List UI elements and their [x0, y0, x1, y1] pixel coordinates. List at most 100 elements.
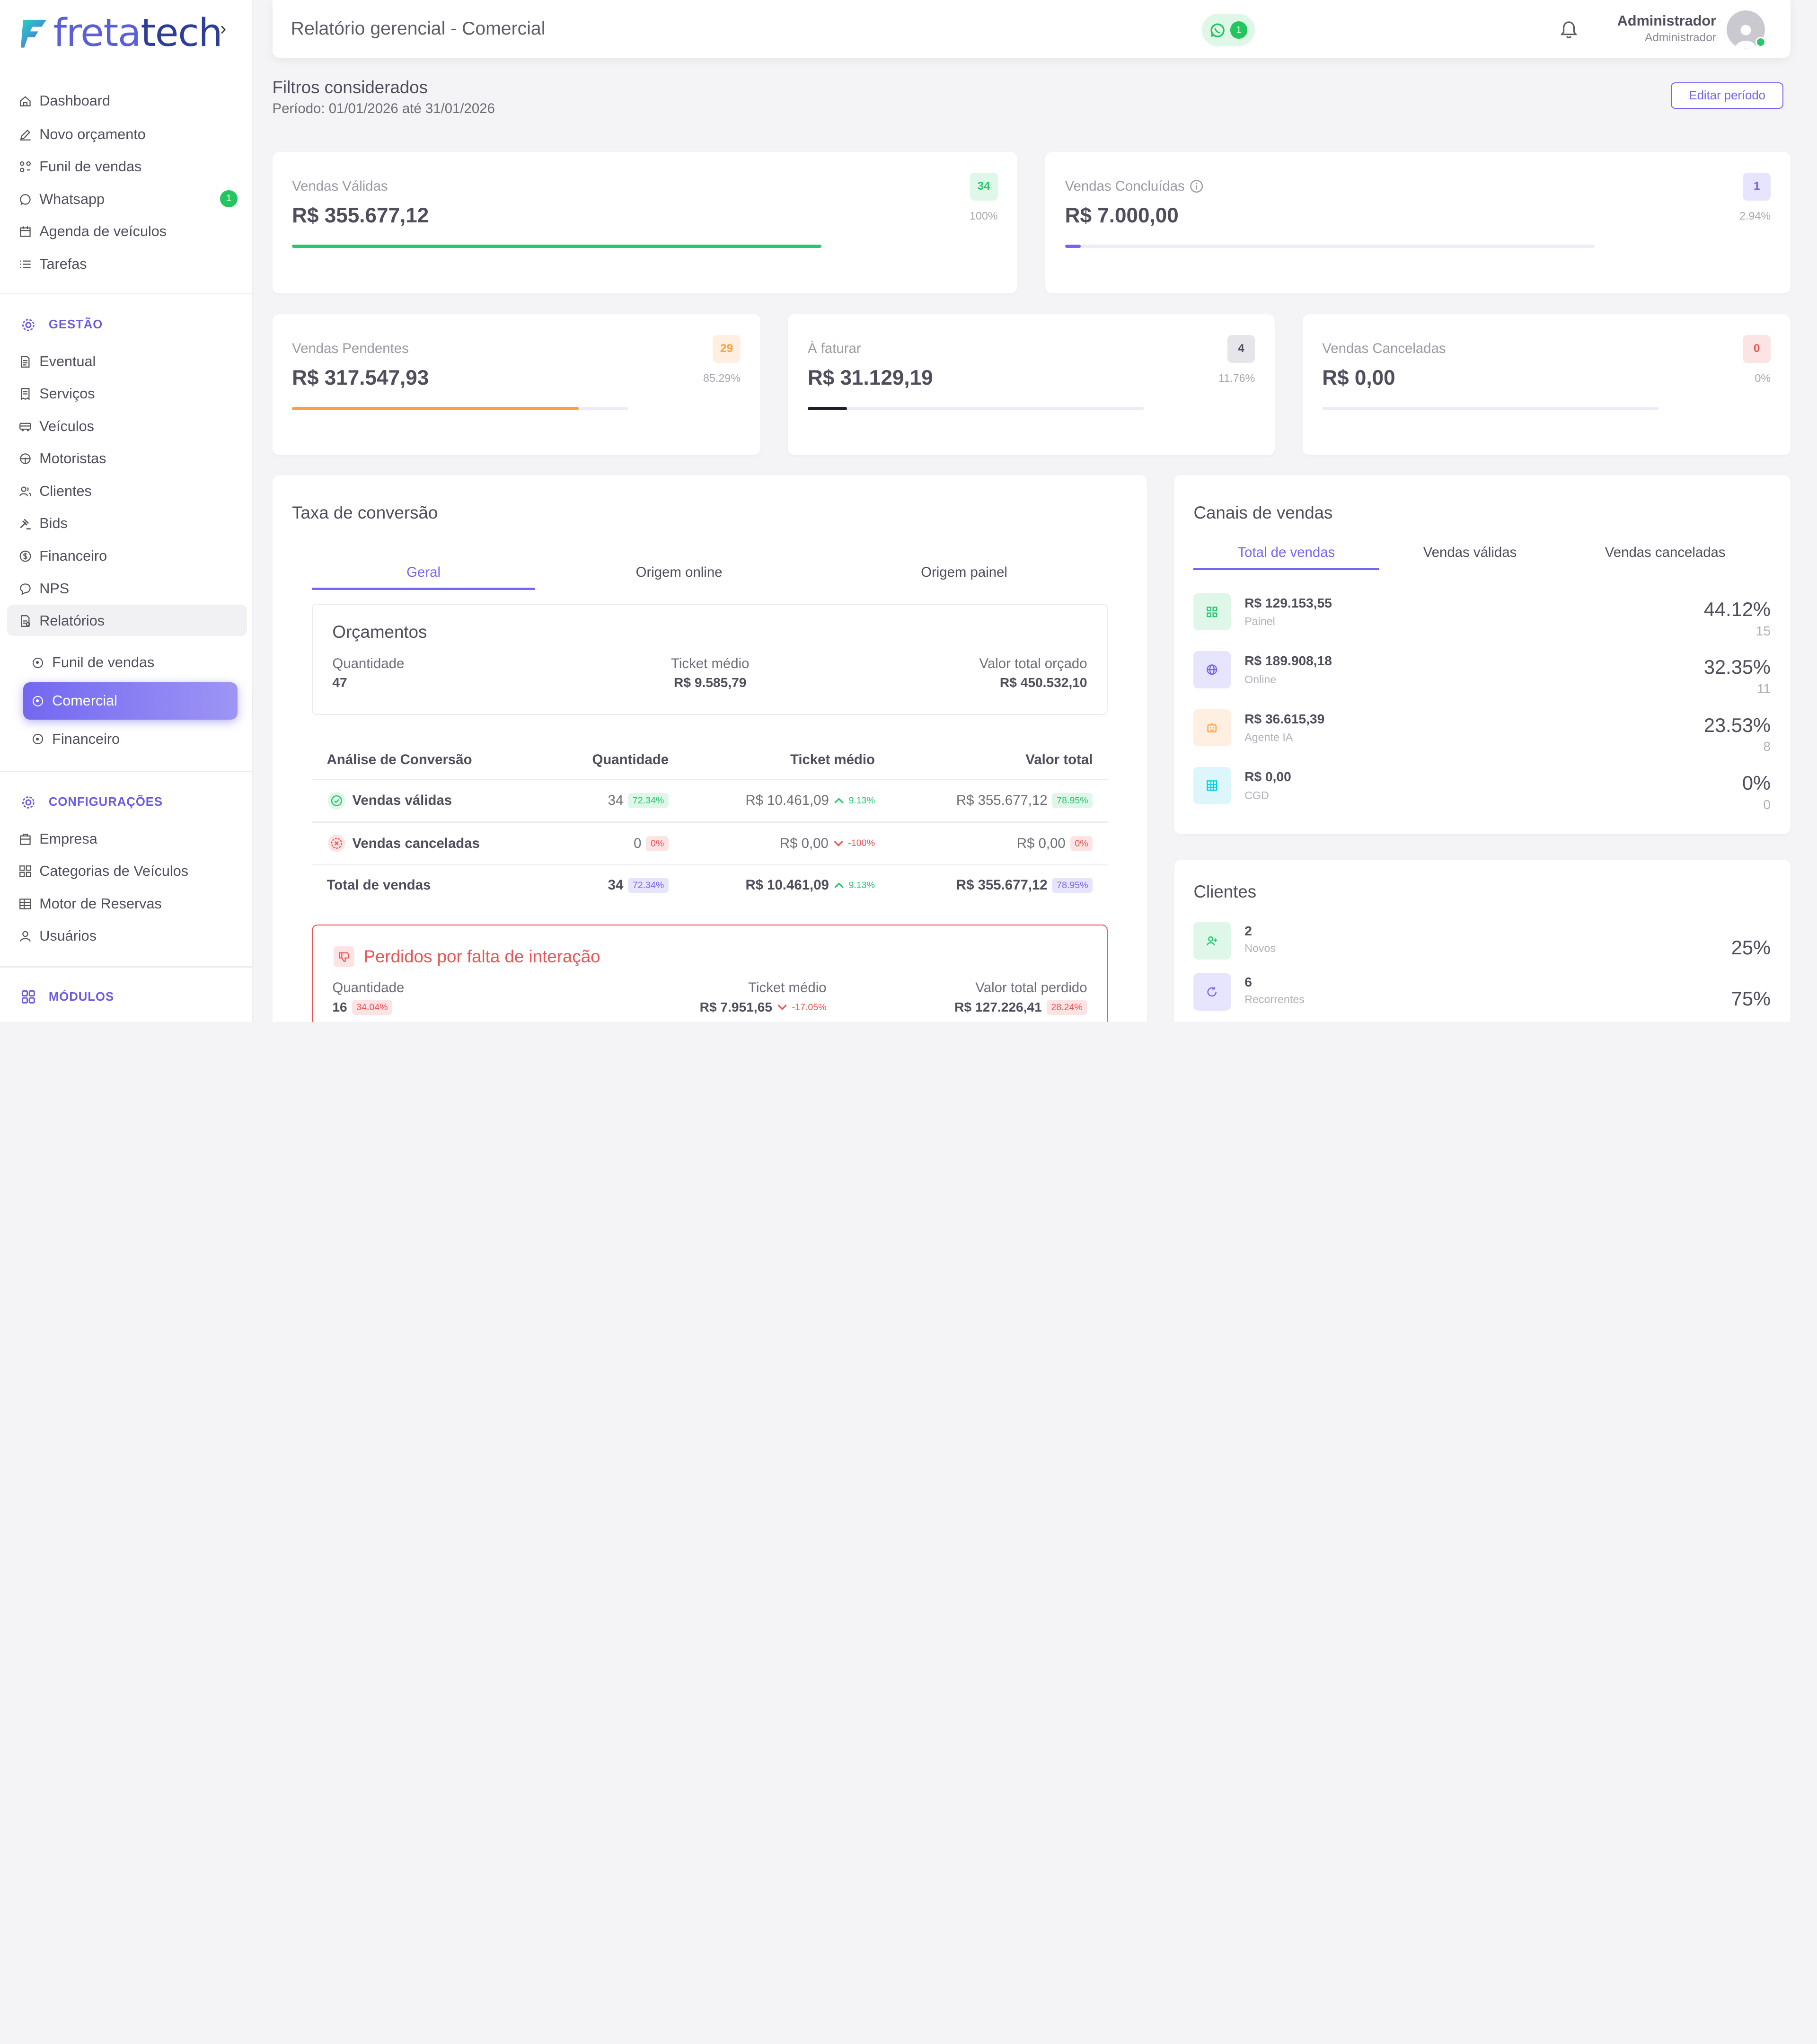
logo-mark-icon: [21, 19, 46, 48]
kpi-label: Vendas Canceladas: [1322, 340, 1446, 356]
globe-icon: [1193, 651, 1231, 688]
kpi-percent: 11.76%: [1218, 372, 1255, 385]
sidebar-item-label: Categorias de Veículos: [39, 863, 189, 880]
edit-icon: [18, 127, 32, 141]
channel-count: 0: [1763, 797, 1771, 812]
top-header: Relatório gerencial - Comercial 1 Admini…: [272, 0, 1791, 58]
sidebar-item-financeiro[interactable]: Financeiro: [18, 544, 107, 569]
sidebar-item-dashboard[interactable]: Dashboard: [18, 88, 110, 114]
sidebar-item-veiculos[interactable]: Veículos: [18, 414, 94, 439]
kpi-progress-bar: [292, 244, 822, 248]
kpi-card-vendas-concluidas: Vendas Concluídas R$ 7.000,00 1 2.94%: [1045, 151, 1791, 293]
users-icon: [18, 485, 32, 498]
sidebar-item-label: Financeiro: [39, 548, 107, 564]
sidebar-item-agenda-de-veiculos[interactable]: Agenda de veículos: [18, 219, 167, 245]
orcamentos-total: R$ 450.532,10: [999, 675, 1087, 690]
quantity-percent-pill: 72.34%: [628, 793, 669, 809]
kpi-label: Vendas Pendentes: [292, 340, 409, 356]
lost-leads-header: Perdidos por falta de interação: [333, 946, 600, 968]
user-name: Administrador: [1617, 12, 1716, 29]
quantity-percent-pill: 72.34%: [628, 878, 669, 893]
sidebar-item-bids[interactable]: Bids: [18, 511, 68, 537]
page-title: Relatório gerencial - Comercial: [291, 18, 546, 39]
tab-vendas-validas[interactable]: Vendas válidas: [1423, 545, 1517, 561]
sidebar-item-novo-orcamento[interactable]: Novo orçamento: [18, 122, 146, 147]
tab-origem-painel[interactable]: Origem painel: [921, 564, 1007, 580]
tab-geral[interactable]: Geral: [406, 564, 441, 580]
sidebar-subitem-financeiro[interactable]: Financeiro: [32, 727, 120, 752]
sidebar-item-categorias-de-veiculos[interactable]: Categorias de Veículos: [18, 859, 188, 884]
lost-ticket-delta: -17.05%: [792, 1002, 827, 1013]
lost-qty: 16 34.04%: [332, 1000, 393, 1015]
lost-total-label: Valor total perdido: [975, 980, 1087, 996]
arrow-up-icon: [834, 798, 844, 804]
ticket-cell: R$ 10.461,09 9.13%: [745, 877, 875, 893]
sidebar-item-servicos[interactable]: Serviços: [18, 381, 95, 407]
sidebar-item-whatsapp[interactable]: Whatsapp: [18, 186, 105, 212]
sidebar-item-funil-de-vendas[interactable]: Funil de vendas: [18, 154, 141, 180]
sidebar-item-tarefas[interactable]: Tarefas: [18, 251, 87, 277]
orcamentos-title: Orçamentos: [332, 622, 427, 642]
bell-icon[interactable]: [1560, 20, 1578, 40]
whatsapp-count-badge: 1: [1230, 21, 1248, 39]
kpi-percent: 100%: [970, 210, 998, 222]
whatsapp-notification-button[interactable]: 1: [1201, 14, 1255, 46]
tab-vendas-canceladas[interactable]: Vendas canceladas: [1605, 545, 1726, 561]
sidebar-item-label: Veículos: [39, 418, 94, 434]
sidebar-item-empresa[interactable]: Empresa: [18, 826, 97, 852]
sidebar-subitem-comercial-active-bg: [23, 682, 238, 720]
clients-title: Clientes: [1193, 881, 1257, 901]
home-icon: [18, 94, 32, 107]
column-header-analise: Análise de Conversão: [326, 752, 472, 768]
arrow-down-icon: [833, 840, 843, 846]
table-divider: [311, 778, 1108, 780]
total-percent-pill: 78.95%: [1052, 793, 1093, 809]
orcamentos-ticket-label: Ticket médio: [671, 655, 750, 671]
sidebar-item-eventual[interactable]: Eventual: [18, 349, 96, 374]
kpi-card-vendas-validas: Vendas Válidas R$ 355.677,12 34 100%: [272, 151, 1018, 293]
kpi-card-a-faturar: À faturar R$ 31.129,19 4 11.76%: [788, 314, 1275, 456]
kpi-label: Vendas Válidas: [292, 178, 388, 194]
kpi-label: Vendas Concluídas: [1065, 178, 1203, 194]
kpi-count-badge: 0: [1743, 335, 1771, 363]
channel-name: Agente IA: [1244, 731, 1293, 744]
lost-qty-label: Quantidade: [332, 980, 405, 996]
sidebar-item-nps[interactable]: NPS: [18, 576, 69, 601]
sidebar-subitem-funil-de-vendas[interactable]: Funil de vendas: [32, 650, 154, 676]
channel-percent: 23.53%: [1703, 714, 1771, 736]
avatar[interactable]: [1726, 10, 1765, 49]
collapse-chevron-icon[interactable]: ›: [220, 18, 227, 39]
kpi-count-badge: 34: [970, 172, 998, 201]
column-header-ticket: Ticket médio: [790, 752, 875, 768]
edit-period-button[interactable]: Editar período: [1671, 82, 1783, 109]
kpi-progress-bar: [1322, 406, 1658, 410]
orcamentos-qty: 47: [332, 675, 347, 690]
kpi-percent: 85.29%: [703, 372, 741, 385]
sidebar-item-usuarios[interactable]: Usuários: [18, 924, 97, 949]
sidebar-item-clientes[interactable]: Clientes: [18, 478, 92, 504]
client-percent: 75%: [1731, 987, 1771, 1010]
client-percent: 25%: [1731, 936, 1771, 959]
kpi-value: R$ 355.677,12: [292, 204, 429, 228]
kpi-value: R$ 31.129,19: [807, 366, 933, 389]
tab-total-de-vendas[interactable]: Total de vendas: [1237, 545, 1335, 561]
sidebar-item-relatorios[interactable]: Relatórios: [18, 608, 105, 634]
modules-icon: [22, 990, 35, 1004]
tab-origem-online[interactable]: Origem online: [635, 564, 723, 580]
orcamentos-qty-label: Quantidade: [332, 655, 405, 671]
fretatech-logo[interactable]: fretatech: [21, 13, 223, 53]
row-name-cell: Total de vendas: [326, 877, 431, 893]
quantity-cell: 34 72.34%: [608, 789, 669, 812]
sidebar-item-motoristas[interactable]: Motoristas: [18, 446, 106, 472]
kpi-percent: 0%: [1755, 372, 1771, 385]
channel-value: R$ 129.153,55: [1244, 595, 1332, 610]
gear-icon: [22, 796, 35, 809]
lost-total-pill: 28.24%: [1046, 1000, 1087, 1015]
sidebar-item-motor-de-reservas[interactable]: Motor de Reservas: [18, 891, 162, 916]
sidebar-subitem-comercial[interactable]: Comercial: [32, 688, 117, 714]
clients-card: Clientes 2 Novos 25% 6 Recorrentes 75%: [1173, 860, 1791, 1022]
info-icon[interactable]: [1190, 179, 1203, 193]
channel-name: Online: [1244, 673, 1277, 686]
total-cell: R$ 355.677,12 78.95%: [956, 874, 1093, 897]
kpi-progress-fill: [1065, 244, 1081, 248]
